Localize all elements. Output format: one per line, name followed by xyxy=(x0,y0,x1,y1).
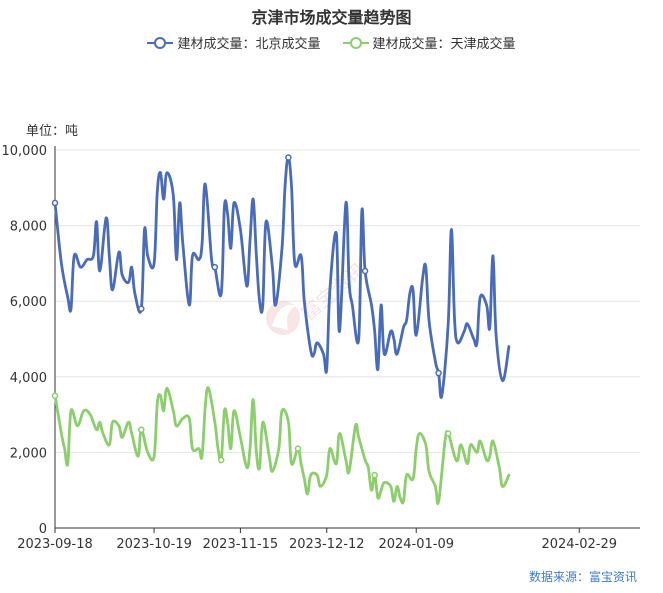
y-tick-label: 10,000 xyxy=(2,144,48,159)
data-point-tianjin xyxy=(294,445,302,452)
y-tick-label: 2,000 xyxy=(10,446,47,461)
y-tick-label: 6,000 xyxy=(10,295,47,310)
y-tick-label: 4,000 xyxy=(10,371,47,386)
x-tick-label: 2023-11-15 xyxy=(203,537,279,552)
x-tick-label: 2023-10-19 xyxy=(116,537,192,552)
data-point-tianjin xyxy=(217,456,225,464)
grid-lines xyxy=(55,149,640,453)
x-tick-label: 2023-12-12 xyxy=(289,537,365,552)
watermark-logo-icon xyxy=(266,301,300,335)
series-group xyxy=(51,154,511,505)
series-line-tianjin xyxy=(53,386,511,505)
data-source: 数据来源：富宝资讯 xyxy=(528,570,637,584)
data-point-tianjin xyxy=(371,471,378,479)
legend-item-beijing[interactable]: 建材成交量：北京成交量 xyxy=(147,33,321,52)
y-tick-labels: 0 2,000 4,000 6,000 8,000 10,000 xyxy=(2,144,48,537)
y-axis-unit: 单位：吨 xyxy=(26,124,79,139)
data-point-tianjin xyxy=(444,430,452,437)
y-tick-label: 8,000 xyxy=(10,220,47,235)
x-tick-label: 2023-09-18 xyxy=(17,537,93,552)
legend-item-tianjin[interactable]: 建材成交量：天津成交量 xyxy=(342,33,516,52)
legend-marker-beijing xyxy=(147,36,174,49)
y-tick-label: 0 xyxy=(39,522,47,537)
x-tick-label: 2024-01-09 xyxy=(378,537,454,552)
data-point-beijing xyxy=(211,263,219,271)
series-line-beijing xyxy=(53,156,511,399)
x-tick-label: 2024-02-29 xyxy=(541,537,617,552)
legend-label-beijing: 建材成交量：北京成交量 xyxy=(177,37,321,52)
data-point-beijing xyxy=(285,154,292,161)
data-point-beijing xyxy=(361,267,369,275)
data-point-beijing xyxy=(51,199,59,207)
data-point-beijing xyxy=(435,369,442,377)
legend-marker-tianjin xyxy=(342,36,369,49)
data-point-tianjin xyxy=(51,392,59,399)
x-tick-labels: 2023-09-18 2023-10-19 2023-11-15 2023-12-12… xyxy=(17,537,617,552)
chart-title: 京津市场成交量趋势图 xyxy=(251,8,412,27)
data-point-beijing xyxy=(138,305,145,313)
watermark-logo-flame-icon xyxy=(272,304,296,330)
legend: 建材成交量：北京成交量 建材成交量：天津成交量 xyxy=(0,33,663,52)
legend-label-tianjin: 建材成交量：天津成交量 xyxy=(372,37,516,52)
data-point-tianjin xyxy=(138,426,145,433)
